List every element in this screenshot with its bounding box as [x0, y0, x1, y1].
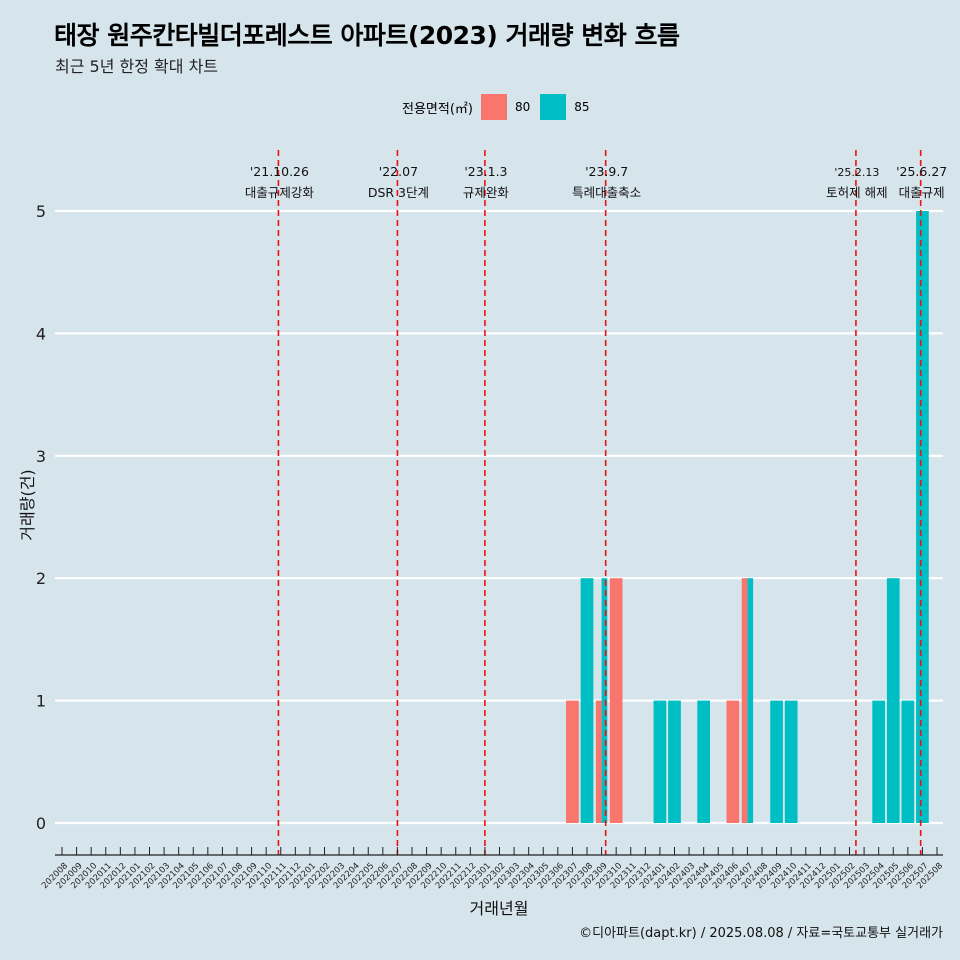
bar-85-202410	[784, 700, 798, 823]
event-label: 대출규제강화	[245, 185, 315, 200]
legend: 전용면적(㎡) 80 85	[402, 93, 600, 121]
event-date-label: '25.2.13	[834, 166, 879, 179]
bar-80-202406	[726, 700, 740, 823]
event-label: 규제완화	[463, 185, 510, 200]
x-axis-title: 거래년월	[470, 899, 529, 918]
event-date-label: '25.6.27	[896, 164, 947, 179]
bar-85-202404	[697, 700, 711, 823]
y-axis-title: 거래량(건)	[18, 469, 37, 540]
y-tick-label: 1	[36, 692, 46, 711]
bar-80-202307	[566, 700, 579, 823]
legend-label-85: 85	[574, 100, 590, 114]
chart-title: 태장 원주칸타빌더포레스트 아파트(2023) 거래량 변화 흐름	[54, 21, 680, 50]
bar-85-202407	[747, 578, 754, 823]
y-tick-label: 0	[36, 814, 46, 833]
bar-80-202407	[741, 578, 748, 823]
bar-80-202310	[609, 578, 623, 823]
y-tick-label: 4	[36, 324, 46, 343]
bar-85-202505	[886, 578, 900, 823]
bar-80-202309	[595, 700, 602, 823]
event-date-label: '22.07	[379, 164, 418, 179]
bar-85-202309	[601, 578, 608, 823]
event-label: 특례대출축소	[572, 185, 641, 200]
bar-85-202506	[901, 700, 915, 823]
event-label: DSR 3단계	[368, 185, 429, 200]
y-tick-label: 3	[36, 447, 46, 466]
source-caption: ©디아파트(dapt.kr) / 2025.08.08 / 자료=국토교통부 실…	[579, 926, 943, 941]
legend-key-85	[540, 94, 567, 120]
event-date-label: '23.9.7	[585, 164, 628, 179]
event-label: 대출규제	[899, 185, 945, 200]
bar-85-202507	[916, 211, 929, 823]
y-tick-label: 2	[36, 569, 46, 588]
y-tick-label: 5	[36, 202, 46, 221]
chart-subtitle: 최근 5년 한정 확대 차트	[55, 57, 219, 76]
bar-85-202308	[580, 578, 594, 823]
bar-85-202504	[872, 700, 886, 823]
bar-85-202402	[668, 700, 681, 823]
legend-label-80: 80	[514, 100, 531, 114]
event-date-label: '23.1.3	[464, 164, 507, 179]
legend-key-80	[480, 94, 507, 120]
legend-title: 전용면적(㎡)	[402, 101, 473, 117]
bar-85-202401	[653, 700, 667, 823]
event-label: 토허제 해제	[826, 185, 887, 200]
bar-85-202409	[770, 700, 783, 823]
event-date-label: '21.10.26	[250, 164, 309, 179]
